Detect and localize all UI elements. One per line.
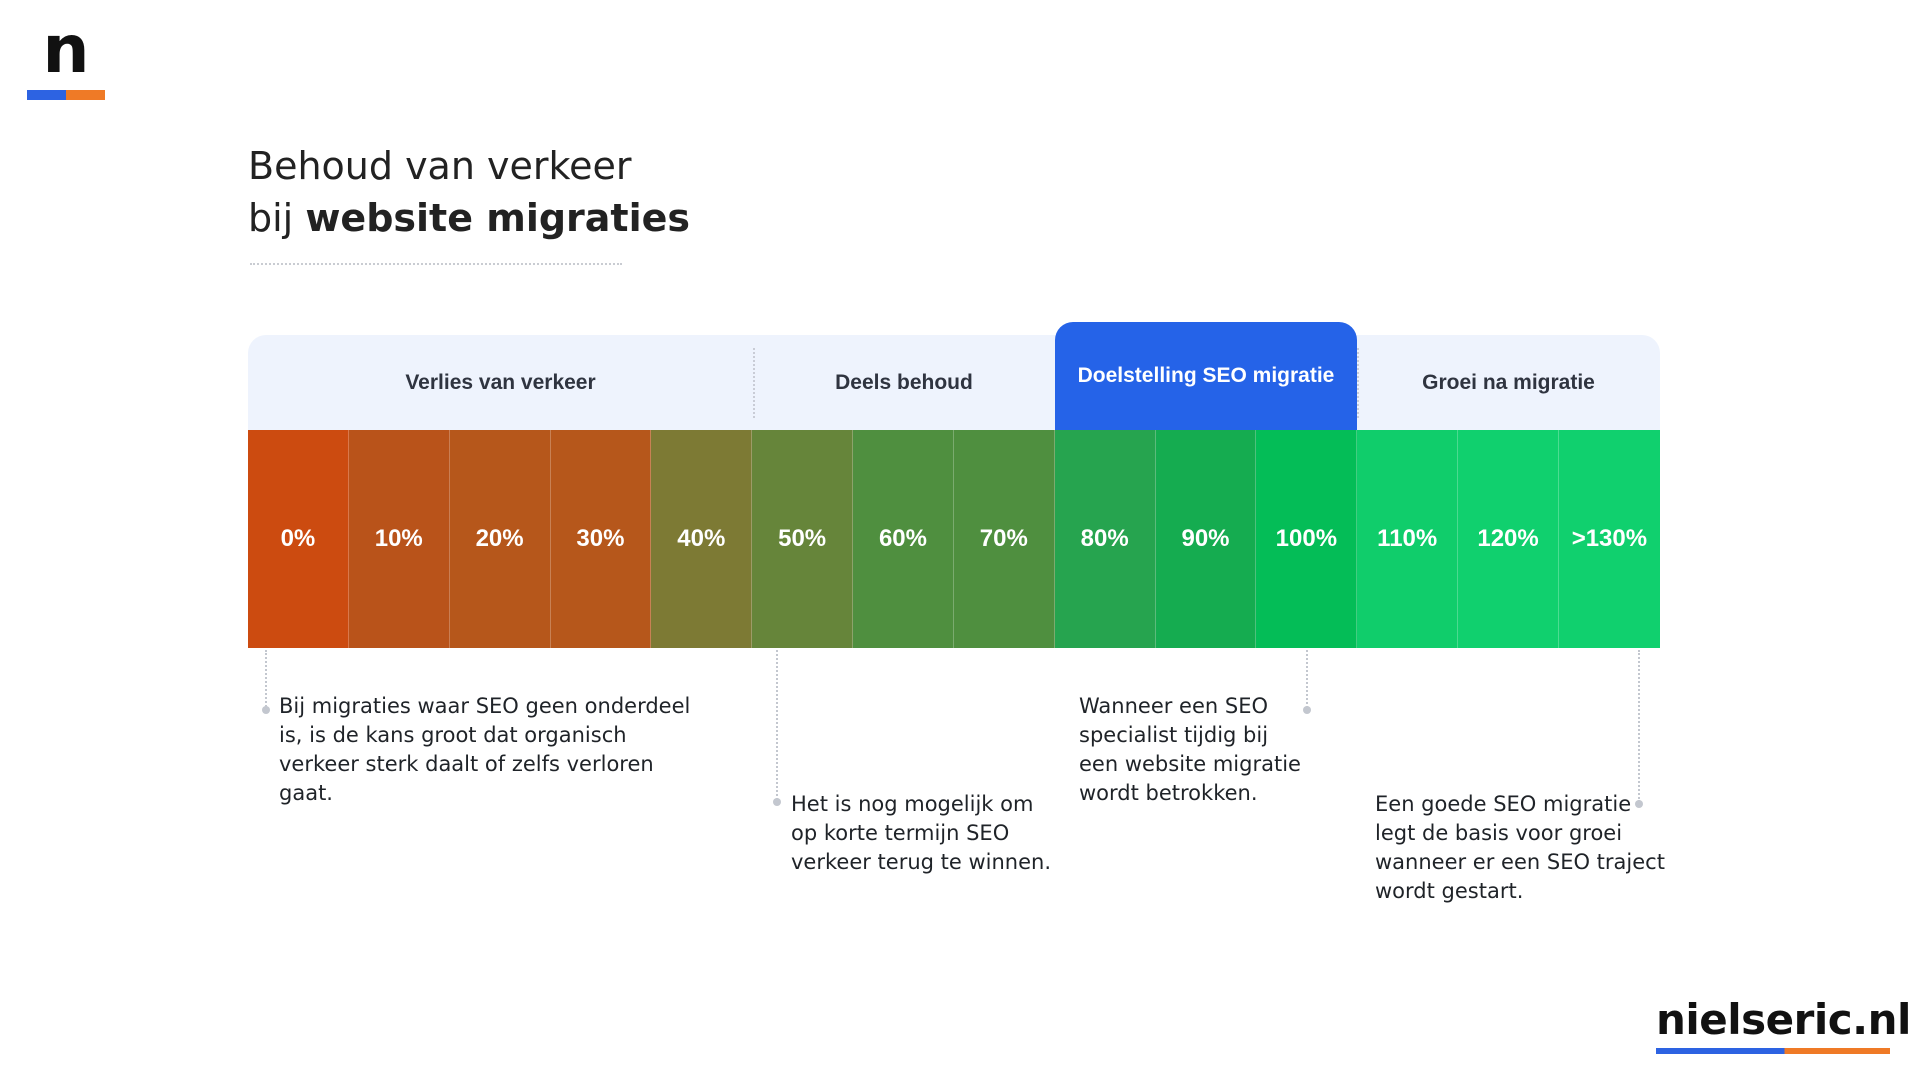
note-target: Wanneer een SEO specialist tijdig bij ee… (1079, 694, 1301, 805)
segment-header-partial: Deels behoud (835, 370, 973, 394)
note-partial: Het is nog mogelijk om op korte termijn … (791, 792, 1052, 874)
scale-cell: 120% (1458, 430, 1559, 648)
segment-header-growth: Groei na migratie (1422, 370, 1595, 394)
note-loss: Bij migraties waar SEO geen onderdeel is… (279, 694, 691, 805)
scale-cell: 50% (752, 430, 854, 648)
scale-cell: 70% (953, 430, 1055, 648)
title-line-1: Behoud van verkeer (248, 144, 632, 188)
page-title: Behoud van verkeer bij website migraties (248, 140, 690, 244)
scale-cell: 90% (1155, 430, 1257, 648)
brand-text: nielseric.nl (1656, 995, 1911, 1044)
percentage-scale: 0% 10% 20% 30% 40% 50% 60% 70% 80% 90% 100% 110% 120… (248, 430, 1660, 648)
scale-cell: 110% (1357, 430, 1459, 648)
note-growth: Een goede SEO migratie legt de basis voo… (1375, 792, 1665, 903)
scale-cell: 100% (1256, 430, 1358, 648)
segment-divider (753, 348, 755, 418)
scale-cell: >130% (1558, 430, 1660, 648)
scale-cell: 80% (1054, 430, 1156, 648)
logo-underline (27, 90, 105, 100)
title-line-2: bij website migraties (248, 192, 690, 244)
brand-logo: nielseric.nl (1656, 994, 1911, 1054)
logo-letter: n (42, 11, 90, 88)
title-divider (250, 263, 622, 265)
title-line-2-bold: website migraties (305, 196, 691, 240)
note-dot (1303, 706, 1311, 714)
note-dot (1635, 800, 1643, 808)
scale-cell: 0% (248, 430, 349, 648)
note-dot (262, 706, 270, 714)
segment-header-target: Doelstelling SEO migratie (1055, 322, 1357, 430)
note-dot (773, 798, 781, 806)
scale-cell: 40% (651, 430, 753, 648)
note-connector (1638, 650, 1640, 802)
note-connector (776, 650, 778, 800)
scale-cell: 10% (348, 430, 450, 648)
note-connector (265, 650, 267, 710)
title-line-2-prefix: bij (248, 196, 306, 240)
scale-cell: 20% (449, 430, 551, 648)
logo: n (27, 14, 105, 100)
note-connector (1306, 650, 1308, 708)
brand-underline (1656, 1048, 1890, 1054)
scale-cell: 30% (550, 430, 652, 648)
segment-header-loss: Verlies van verkeer (405, 370, 596, 394)
scale-cell: 60% (853, 430, 954, 648)
segment-divider (1357, 348, 1359, 418)
segment-header-band (248, 335, 1660, 430)
